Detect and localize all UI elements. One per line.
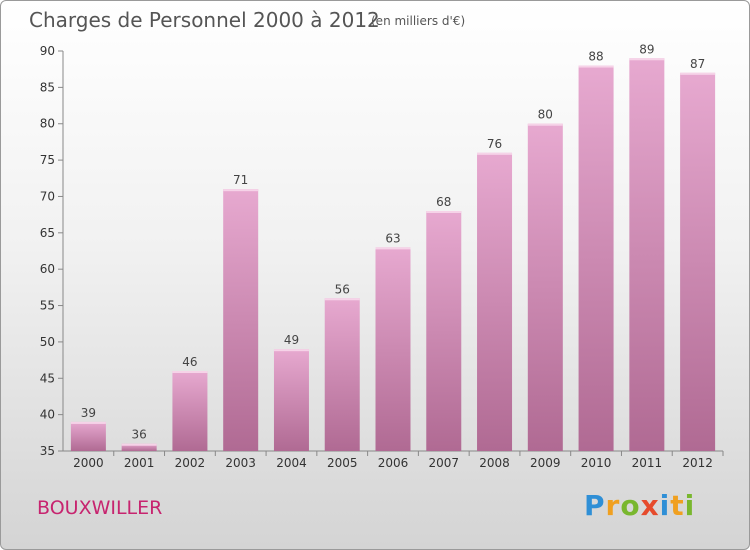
bar-highlight xyxy=(527,123,563,126)
value-label: 56 xyxy=(335,282,350,296)
bar-highlight xyxy=(426,211,462,213)
y-tick-label: 85 xyxy=(40,80,55,94)
x-tick-label: 2002 xyxy=(175,456,206,470)
value-label: 87 xyxy=(690,57,705,71)
y-tick-label: 65 xyxy=(40,226,55,240)
x-axis: 2000 2001 2002 2003 2004 2005 2006 2007 2008 2009… xyxy=(63,450,724,470)
x-tick-label: 2005 xyxy=(327,456,358,470)
bar-highlight xyxy=(121,443,157,446)
value-label: 88 xyxy=(588,50,603,64)
x-tick-label: 2011 xyxy=(632,456,663,470)
bar xyxy=(324,298,360,451)
y-tick-label: 60 xyxy=(40,262,55,276)
logo-letter: t xyxy=(670,489,685,522)
value-label: 80 xyxy=(538,108,553,122)
y-tick-label: 35 xyxy=(40,444,55,458)
bar-highlight xyxy=(223,189,259,192)
bar-highlight xyxy=(629,58,665,61)
value-label: 49 xyxy=(284,333,299,347)
value-label: 63 xyxy=(385,231,400,245)
bar xyxy=(578,65,614,451)
proxiti-logo: Proxiti xyxy=(584,489,695,522)
bar xyxy=(223,189,259,451)
x-tick-label: 2010 xyxy=(581,456,612,470)
logo-letter: P xyxy=(584,489,606,522)
x-tick-label: 2007 xyxy=(428,456,459,470)
y-tick-label: 70 xyxy=(40,189,55,203)
value-label: 46 xyxy=(182,355,197,369)
bars-group xyxy=(70,58,716,452)
y-tick-label: 45 xyxy=(40,371,55,385)
y-tick-label: 50 xyxy=(40,335,55,349)
logo-letter: x xyxy=(640,489,660,522)
bar-highlight xyxy=(70,421,106,424)
x-tick-label: 2006 xyxy=(378,456,409,470)
value-labels-group: 39 36 46 71 49 56 63 68 76 80 88 89 87 xyxy=(81,42,706,441)
bar-highlight xyxy=(680,72,716,75)
x-tick-label: 2001 xyxy=(124,456,155,470)
bar-highlight xyxy=(578,65,614,68)
value-label: 76 xyxy=(487,137,502,151)
bar xyxy=(527,123,563,452)
x-tick-label: 2008 xyxy=(479,456,510,470)
logo-letter: r xyxy=(605,489,621,522)
value-label: 36 xyxy=(132,428,147,442)
chart-title: Charges de Personnel 2000 à 2012 xyxy=(29,8,380,32)
logo-letter: i xyxy=(684,489,696,522)
x-tick-label: 2000 xyxy=(73,456,104,470)
value-label: 39 xyxy=(81,406,96,420)
x-tick-label: 2009 xyxy=(530,456,561,470)
x-tick-label: 2012 xyxy=(682,456,713,470)
x-tick-label: 2004 xyxy=(276,456,307,470)
bar-highlight xyxy=(375,247,411,250)
y-tick-label: 75 xyxy=(40,153,55,167)
bar xyxy=(629,58,665,451)
location-label: BOUXWILLER xyxy=(37,497,163,519)
y-tick-label: 55 xyxy=(40,299,55,313)
logo-letter: o xyxy=(620,489,641,522)
chart-subtitle: (en milliers d'€) xyxy=(371,14,465,28)
bar-highlight xyxy=(172,371,208,373)
bar-highlight xyxy=(477,152,513,155)
value-label: 68 xyxy=(436,195,451,209)
bar xyxy=(426,211,462,451)
bar-highlight xyxy=(273,349,309,352)
y-tick-label: 80 xyxy=(40,117,55,131)
bar xyxy=(172,371,208,451)
bar xyxy=(375,247,411,451)
logo-letter: i xyxy=(659,489,671,522)
value-label: 89 xyxy=(639,42,654,56)
value-label: 71 xyxy=(233,173,248,187)
x-tick-label: 2003 xyxy=(225,456,256,470)
bar-highlight xyxy=(324,298,360,301)
bar xyxy=(70,421,106,451)
y-tick-label: 40 xyxy=(40,408,55,422)
bar xyxy=(680,72,716,452)
bar xyxy=(273,349,309,451)
bar xyxy=(477,152,513,451)
y-tick-label: 90 xyxy=(40,44,55,58)
bar xyxy=(121,443,157,451)
y-axis: 35 40 45 50 55 60 65 70 75 80 85 90 xyxy=(40,44,64,458)
